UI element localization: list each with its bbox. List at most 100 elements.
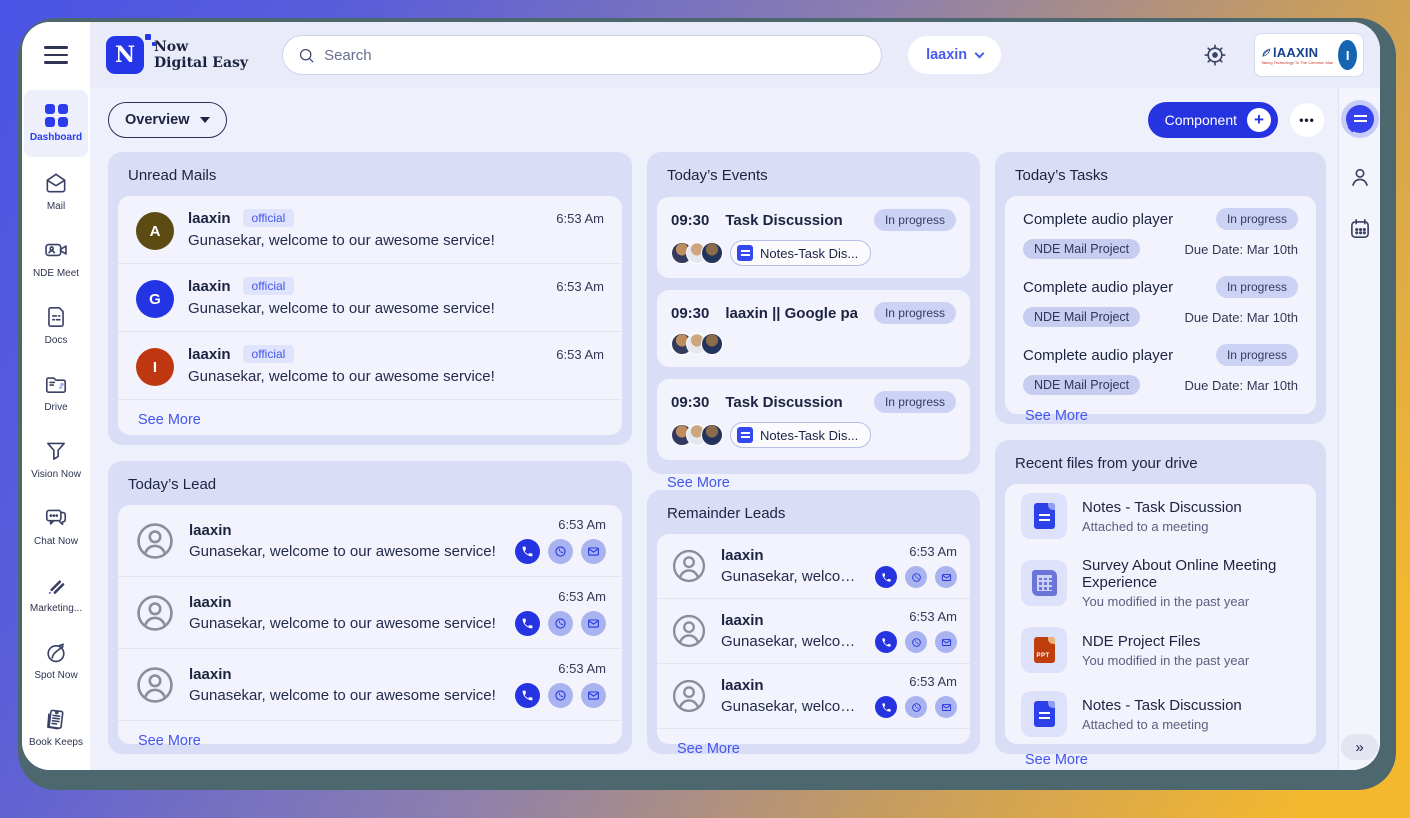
sidebar-item-spot-now[interactable]: Spot Now bbox=[24, 626, 88, 693]
search-bar[interactable] bbox=[282, 35, 883, 75]
column-3: Today’s Tasks Complete audio player In p… bbox=[995, 152, 1326, 768]
see-more-link[interactable]: See More bbox=[667, 475, 730, 491]
task-item[interactable]: Complete audio player In progress NDE Ma… bbox=[1005, 264, 1316, 332]
call-button[interactable] bbox=[875, 696, 897, 718]
search-input[interactable] bbox=[324, 46, 868, 64]
sidebar: Dashboard Mail NDE Meet Docs Drive Visio… bbox=[22, 88, 90, 770]
notes-chip[interactable]: Notes-Task Dis... bbox=[730, 422, 872, 448]
plus-icon: + bbox=[1247, 108, 1271, 132]
sidebar-item-dashboard[interactable]: Dashboard bbox=[24, 90, 88, 157]
lead-row[interactable]: laaxin Gunasekar, welcome to our awesome… bbox=[118, 649, 622, 721]
lead-time: 6:53 Am bbox=[558, 661, 606, 676]
event-item[interactable]: 09:30 laaxin || Google partners... In pr… bbox=[657, 290, 970, 367]
event-item[interactable]: 09:30 Task Discussion In progress Notes-… bbox=[657, 379, 970, 460]
due-date: Due Date: Mar 10th bbox=[1184, 309, 1298, 325]
sidebar-item-label: Drive bbox=[44, 401, 68, 413]
lead-row[interactable]: laaxin Gunasekar, welcome to our awesome… bbox=[118, 577, 622, 649]
account-dropdown[interactable]: laaxin bbox=[908, 36, 1002, 74]
sidebar-item-drive[interactable]: Drive bbox=[24, 358, 88, 425]
see-more-link[interactable]: See More bbox=[677, 741, 740, 757]
collapse-panel-button[interactable]: » bbox=[1341, 734, 1378, 760]
brand-name: Now Digital Easy bbox=[154, 39, 248, 71]
notes-chip[interactable]: Notes-Task Dis... bbox=[730, 240, 872, 266]
sidebar-item-label: Mail bbox=[46, 200, 66, 212]
sidebar-item-docs[interactable]: Docs bbox=[24, 291, 88, 358]
event-item[interactable]: 09:30 Task Discussion In progress Notes-… bbox=[657, 197, 970, 278]
task-item[interactable]: Complete audio player In progress NDE Ma… bbox=[1005, 332, 1316, 400]
contacts-rail-button[interactable] bbox=[1347, 164, 1373, 190]
file-row[interactable]: NDE Project Files You modified in the pa… bbox=[1005, 618, 1316, 682]
lead-row[interactable]: laaxin Gunasekar, welcome to our... 6:53… bbox=[657, 664, 970, 729]
chat-rail-button[interactable] bbox=[1340, 100, 1379, 138]
call-button[interactable] bbox=[875, 566, 897, 588]
whatsapp-button[interactable] bbox=[905, 631, 927, 653]
lead-row[interactable]: laaxin Gunasekar, welcome to our awesome… bbox=[118, 505, 622, 577]
phone-icon bbox=[881, 637, 892, 648]
file-row[interactable]: Notes - Task Discussion Attached to a me… bbox=[1005, 484, 1316, 548]
column-2: Today’s Events 09:30 Task Discussion In … bbox=[647, 152, 980, 757]
hamburger-column bbox=[22, 22, 90, 88]
call-button[interactable] bbox=[515, 683, 540, 708]
lead-name: laaxin bbox=[189, 521, 232, 539]
email-button[interactable] bbox=[581, 683, 606, 708]
settings-gear-icon[interactable] bbox=[1202, 42, 1228, 68]
todays-lead-list: laaxin Gunasekar, welcome to our awesome… bbox=[118, 505, 622, 749]
whatsapp-button[interactable] bbox=[548, 683, 573, 708]
see-more-link[interactable]: See More bbox=[1025, 752, 1088, 768]
event-time: 09:30 bbox=[671, 304, 710, 322]
lead-row[interactable]: laaxin Gunasekar, welcome to our... 6:53… bbox=[657, 599, 970, 664]
project-chip: NDE Mail Project bbox=[1023, 307, 1141, 327]
call-button[interactable] bbox=[515, 611, 540, 636]
whatsapp-button[interactable] bbox=[905, 696, 927, 718]
file-row[interactable]: Notes - Task Discussion Attached to a me… bbox=[1005, 682, 1316, 746]
lead-row[interactable]: laaxin Gunasekar, welcome to our... 6:53… bbox=[657, 534, 970, 599]
mail-row[interactable]: A laaxin official 6:53 Am Gunasekar, wel… bbox=[118, 196, 622, 264]
sidebar-item-chat-now[interactable]: Chat Now bbox=[24, 492, 88, 559]
email-button[interactable] bbox=[935, 566, 957, 588]
lead-right: 6:53 Am bbox=[875, 674, 957, 718]
unread-mails-list: A laaxin official 6:53 Am Gunasekar, wel… bbox=[118, 196, 622, 435]
email-button[interactable] bbox=[581, 611, 606, 636]
lead-right: 6:53 Am bbox=[515, 589, 606, 636]
org-logo-card[interactable]: lAAXIN Taking Technology To The Common M… bbox=[1254, 33, 1364, 77]
view-selector-overview[interactable]: Overview bbox=[108, 102, 227, 138]
mail-time: 6:53 Am bbox=[556, 346, 604, 362]
mail-row[interactable]: I laaxin official 6:53 Am Gunasekar, wel… bbox=[118, 332, 622, 400]
todays-lead-card: Today’s Lead laaxin Gunasekar, welcome t… bbox=[108, 461, 632, 754]
hamburger-menu-icon[interactable] bbox=[44, 46, 68, 64]
mail-row[interactable]: G laaxin official 6:53 Am Gunasekar, wel… bbox=[118, 264, 622, 332]
more-options-button[interactable]: ••• bbox=[1290, 103, 1324, 137]
card-title: Recent files from your drive bbox=[1015, 455, 1198, 472]
email-button[interactable] bbox=[935, 631, 957, 653]
sidebar-item-nde-meet[interactable]: NDE Meet bbox=[24, 224, 88, 291]
sidebar-item-book-keeps[interactable]: Book Keeps bbox=[24, 693, 88, 760]
call-button[interactable] bbox=[875, 631, 897, 653]
column-1: Unread Mails A laaxin official 6:53 Am bbox=[108, 152, 632, 754]
see-more-link[interactable]: See More bbox=[138, 733, 201, 749]
ppt-file-icon bbox=[1033, 637, 1055, 663]
envelope-open-icon bbox=[43, 170, 69, 196]
org-avatar: I bbox=[1338, 40, 1357, 70]
file-name: NDE Project Files bbox=[1082, 632, 1201, 650]
card-title: Remainder Leads bbox=[667, 505, 786, 522]
topbar-right: lAAXIN Taking Technology To The Common M… bbox=[1202, 33, 1364, 77]
call-button[interactable] bbox=[515, 539, 540, 564]
whatsapp-button[interactable] bbox=[548, 539, 573, 564]
calendar-rail-button[interactable] bbox=[1347, 216, 1373, 242]
see-more-link[interactable]: See More bbox=[138, 412, 201, 428]
sidebar-item-marketing[interactable]: Marketing... bbox=[24, 559, 88, 626]
topbar: N Now Digital Easy laaxin bbox=[22, 22, 1380, 88]
sidebar-item-mail[interactable]: Mail bbox=[24, 157, 88, 224]
attendee-avatars bbox=[671, 333, 730, 355]
file-row[interactable]: Survey About Online Meeting Experience Y… bbox=[1005, 548, 1316, 618]
task-item[interactable]: Complete audio player In progress NDE Ma… bbox=[1005, 196, 1316, 264]
whatsapp-button[interactable] bbox=[905, 566, 927, 588]
component-add-button[interactable]: Component + bbox=[1147, 102, 1278, 138]
email-button[interactable] bbox=[935, 696, 957, 718]
email-button[interactable] bbox=[581, 539, 606, 564]
sidebar-item-vision-now[interactable]: Vision Now bbox=[24, 425, 88, 492]
whatsapp-button[interactable] bbox=[548, 611, 573, 636]
view-selector-label: Overview bbox=[125, 112, 190, 128]
see-more-link[interactable]: See More bbox=[1025, 408, 1088, 424]
feather-icon bbox=[1261, 47, 1272, 58]
